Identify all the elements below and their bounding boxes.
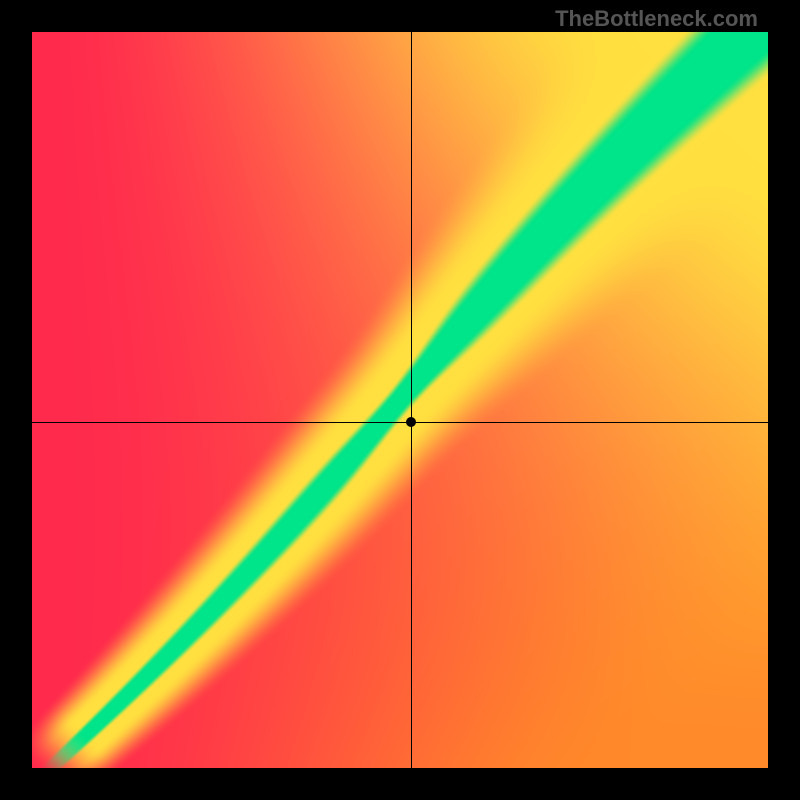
crosshair-marker [406, 417, 416, 427]
crosshair-horizontal [32, 422, 768, 423]
heatmap-canvas [32, 32, 768, 768]
crosshair-vertical [411, 32, 412, 768]
plot-frame [32, 32, 768, 768]
watermark-text: TheBottleneck.com [555, 6, 758, 32]
